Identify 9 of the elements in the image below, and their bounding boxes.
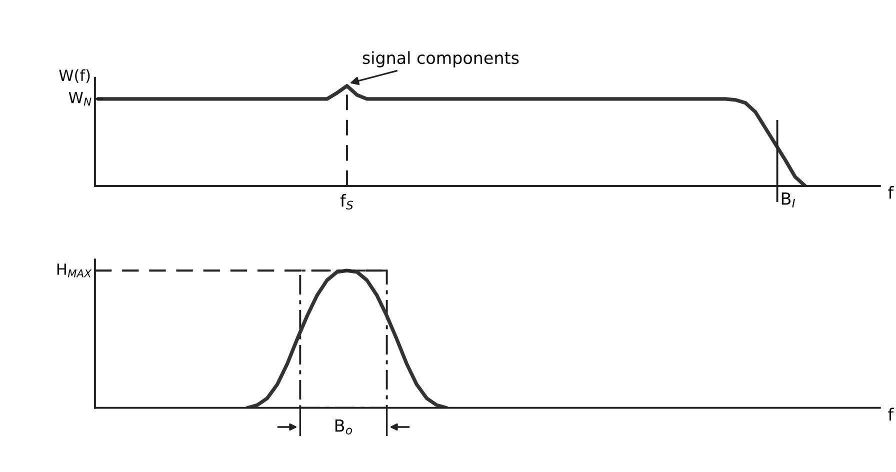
x-axis-title: f (888, 408, 894, 420)
x-axis-title: f (888, 186, 894, 199)
y-axis-title: W(f) (59, 69, 90, 83)
ref-line-label: H$_{MAX}$ (57, 264, 92, 278)
text: B$_{o}$ (335, 419, 352, 435)
text: f$_{S}$ (340, 194, 354, 210)
text: B$_{I}$ (782, 192, 795, 208)
ref-line-label: W$_{N}$ (68, 92, 92, 106)
text: signal components (362, 51, 519, 68)
